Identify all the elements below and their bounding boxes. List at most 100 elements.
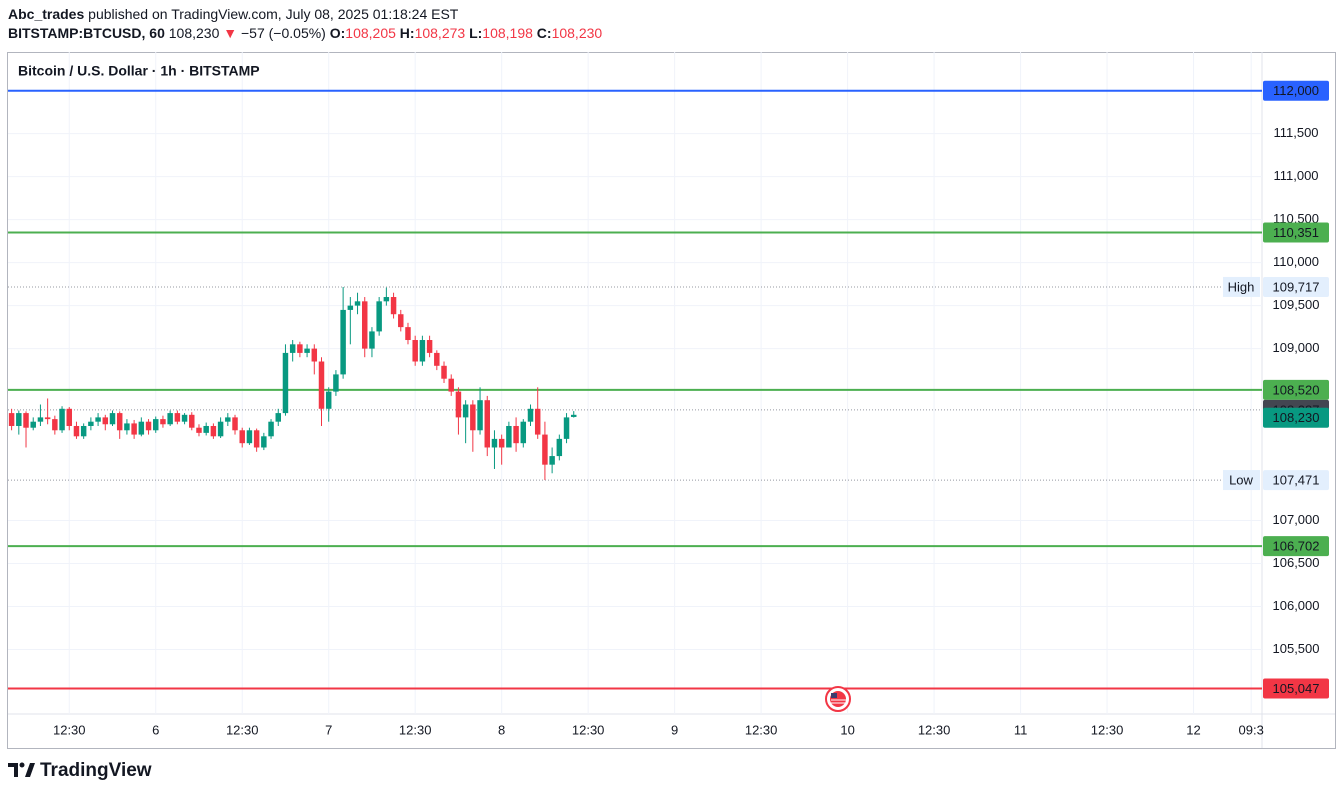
candle-body	[261, 436, 267, 448]
candle-body	[563, 417, 570, 439]
author: Abc_trades	[8, 6, 85, 22]
price-badge	[1263, 678, 1329, 699]
candle-body	[491, 438, 498, 448]
candle-body	[390, 297, 397, 315]
y-tick-label: 110,500	[1273, 211, 1319, 226]
price-badge	[1263, 470, 1329, 491]
candle-body	[167, 413, 173, 425]
candle-body	[217, 421, 224, 437]
y-tick-label: 107,000	[1273, 512, 1320, 527]
l-label: L:	[469, 25, 483, 41]
candle-body	[37, 417, 44, 422]
candle-body	[297, 344, 303, 353]
o-value: 108,205	[345, 25, 396, 41]
marker-name-bg	[1223, 276, 1260, 297]
candle-body	[52, 419, 58, 431]
marker-name-bg	[1223, 470, 1260, 491]
candle-body	[160, 419, 166, 425]
x-tick-label: 09:3	[1239, 722, 1264, 737]
published: published on TradingView.com, July 08, 2…	[88, 6, 459, 22]
candle-body	[520, 421, 527, 444]
plot: 105,500 106,000 106,500 107,000 109,000 109,5…	[8, 80, 1329, 737]
candle-body	[23, 413, 29, 428]
candle-body	[232, 417, 238, 431]
x-tick-label: 12:30	[918, 722, 951, 737]
candle-body	[362, 301, 368, 349]
candle-body	[354, 301, 361, 306]
candle-body	[30, 421, 36, 428]
y-tick-label: 106,500	[1273, 555, 1320, 570]
x-tick-label: 12:30	[53, 722, 86, 737]
candle-body	[556, 438, 563, 457]
brand-logo: TradingView	[8, 760, 152, 781]
candle-body	[268, 421, 274, 437]
x-tick-label: 9	[671, 722, 678, 737]
candle-body	[311, 348, 318, 362]
x-tick-label: 12:30	[226, 722, 259, 737]
candle-body	[44, 417, 51, 420]
grid	[8, 52, 1262, 714]
candle-body	[102, 417, 109, 425]
x-tick-label: 8	[498, 722, 505, 737]
candle-body	[304, 348, 310, 353]
candle-body	[289, 344, 296, 353]
candle-body	[513, 425, 519, 444]
arrow: ▼	[223, 25, 238, 41]
x-tick-label: 10	[840, 722, 854, 737]
candle-body	[571, 414, 577, 417]
price-badge	[1263, 379, 1329, 400]
candle-body	[210, 425, 217, 437]
candle-body	[318, 361, 325, 409]
price-badge	[1263, 80, 1329, 101]
price-badge	[1263, 276, 1329, 297]
candle-body	[131, 423, 137, 435]
candle-body	[412, 340, 418, 362]
l-value: 108,198	[482, 25, 533, 41]
h-label: H:	[399, 25, 415, 41]
x-tick-label: 7	[325, 722, 332, 737]
chart-frame	[7, 52, 1336, 749]
price-badge	[1263, 536, 1329, 557]
c-value: 108,230	[551, 25, 603, 41]
change: −57 (−0.05%)	[241, 25, 326, 41]
price-badge-label: 106,702	[1273, 539, 1320, 554]
candle-body	[506, 425, 512, 448]
candle-body	[398, 314, 404, 328]
candle-body	[333, 374, 339, 392]
candle-body	[138, 421, 145, 435]
candle-body	[109, 413, 116, 425]
candle-body	[527, 408, 534, 422]
price-badge-label: 112,000	[1273, 83, 1319, 98]
price-badge-label: 108,520	[1273, 382, 1320, 397]
candle-body	[253, 430, 260, 448]
price-badge	[1263, 222, 1329, 243]
candle-body	[174, 413, 181, 422]
header-line-2: BITSTAMP:BTCUSD, 60 108,230 ▼ −57 (−0.05…	[8, 25, 602, 41]
y-tick-label: 109,000	[1273, 340, 1320, 355]
candle-body	[203, 425, 209, 433]
header-line-1: Abc_trades published on TradingView.com,…	[8, 6, 458, 22]
c-label: C:	[536, 25, 552, 41]
candle-body	[196, 427, 202, 433]
x-tick-label: 12:30	[1091, 722, 1124, 737]
candle-body	[462, 404, 469, 418]
candle-body	[66, 408, 72, 426]
price-badge-label: 108,230	[1273, 410, 1320, 425]
h-value: 108,273	[414, 25, 466, 41]
candle-body	[484, 400, 490, 448]
y-tick-label: 111,000	[1273, 168, 1318, 183]
candle-body	[340, 309, 346, 375]
candle-body	[347, 305, 354, 310]
candle-body	[477, 400, 483, 431]
marker-name: Low	[1229, 473, 1253, 488]
candle-body	[145, 421, 152, 431]
x-tick-label: 6	[152, 722, 159, 737]
candle-body	[376, 301, 382, 332]
candle-body	[239, 430, 245, 444]
event-flag	[825, 686, 851, 712]
candle-body	[369, 331, 375, 349]
candle-body	[426, 340, 433, 353]
chart-title: Bitcoin / U.S. Dollar · 1h · BITSTAMP	[18, 63, 260, 79]
y-tick-label: 109,500	[1273, 297, 1320, 312]
